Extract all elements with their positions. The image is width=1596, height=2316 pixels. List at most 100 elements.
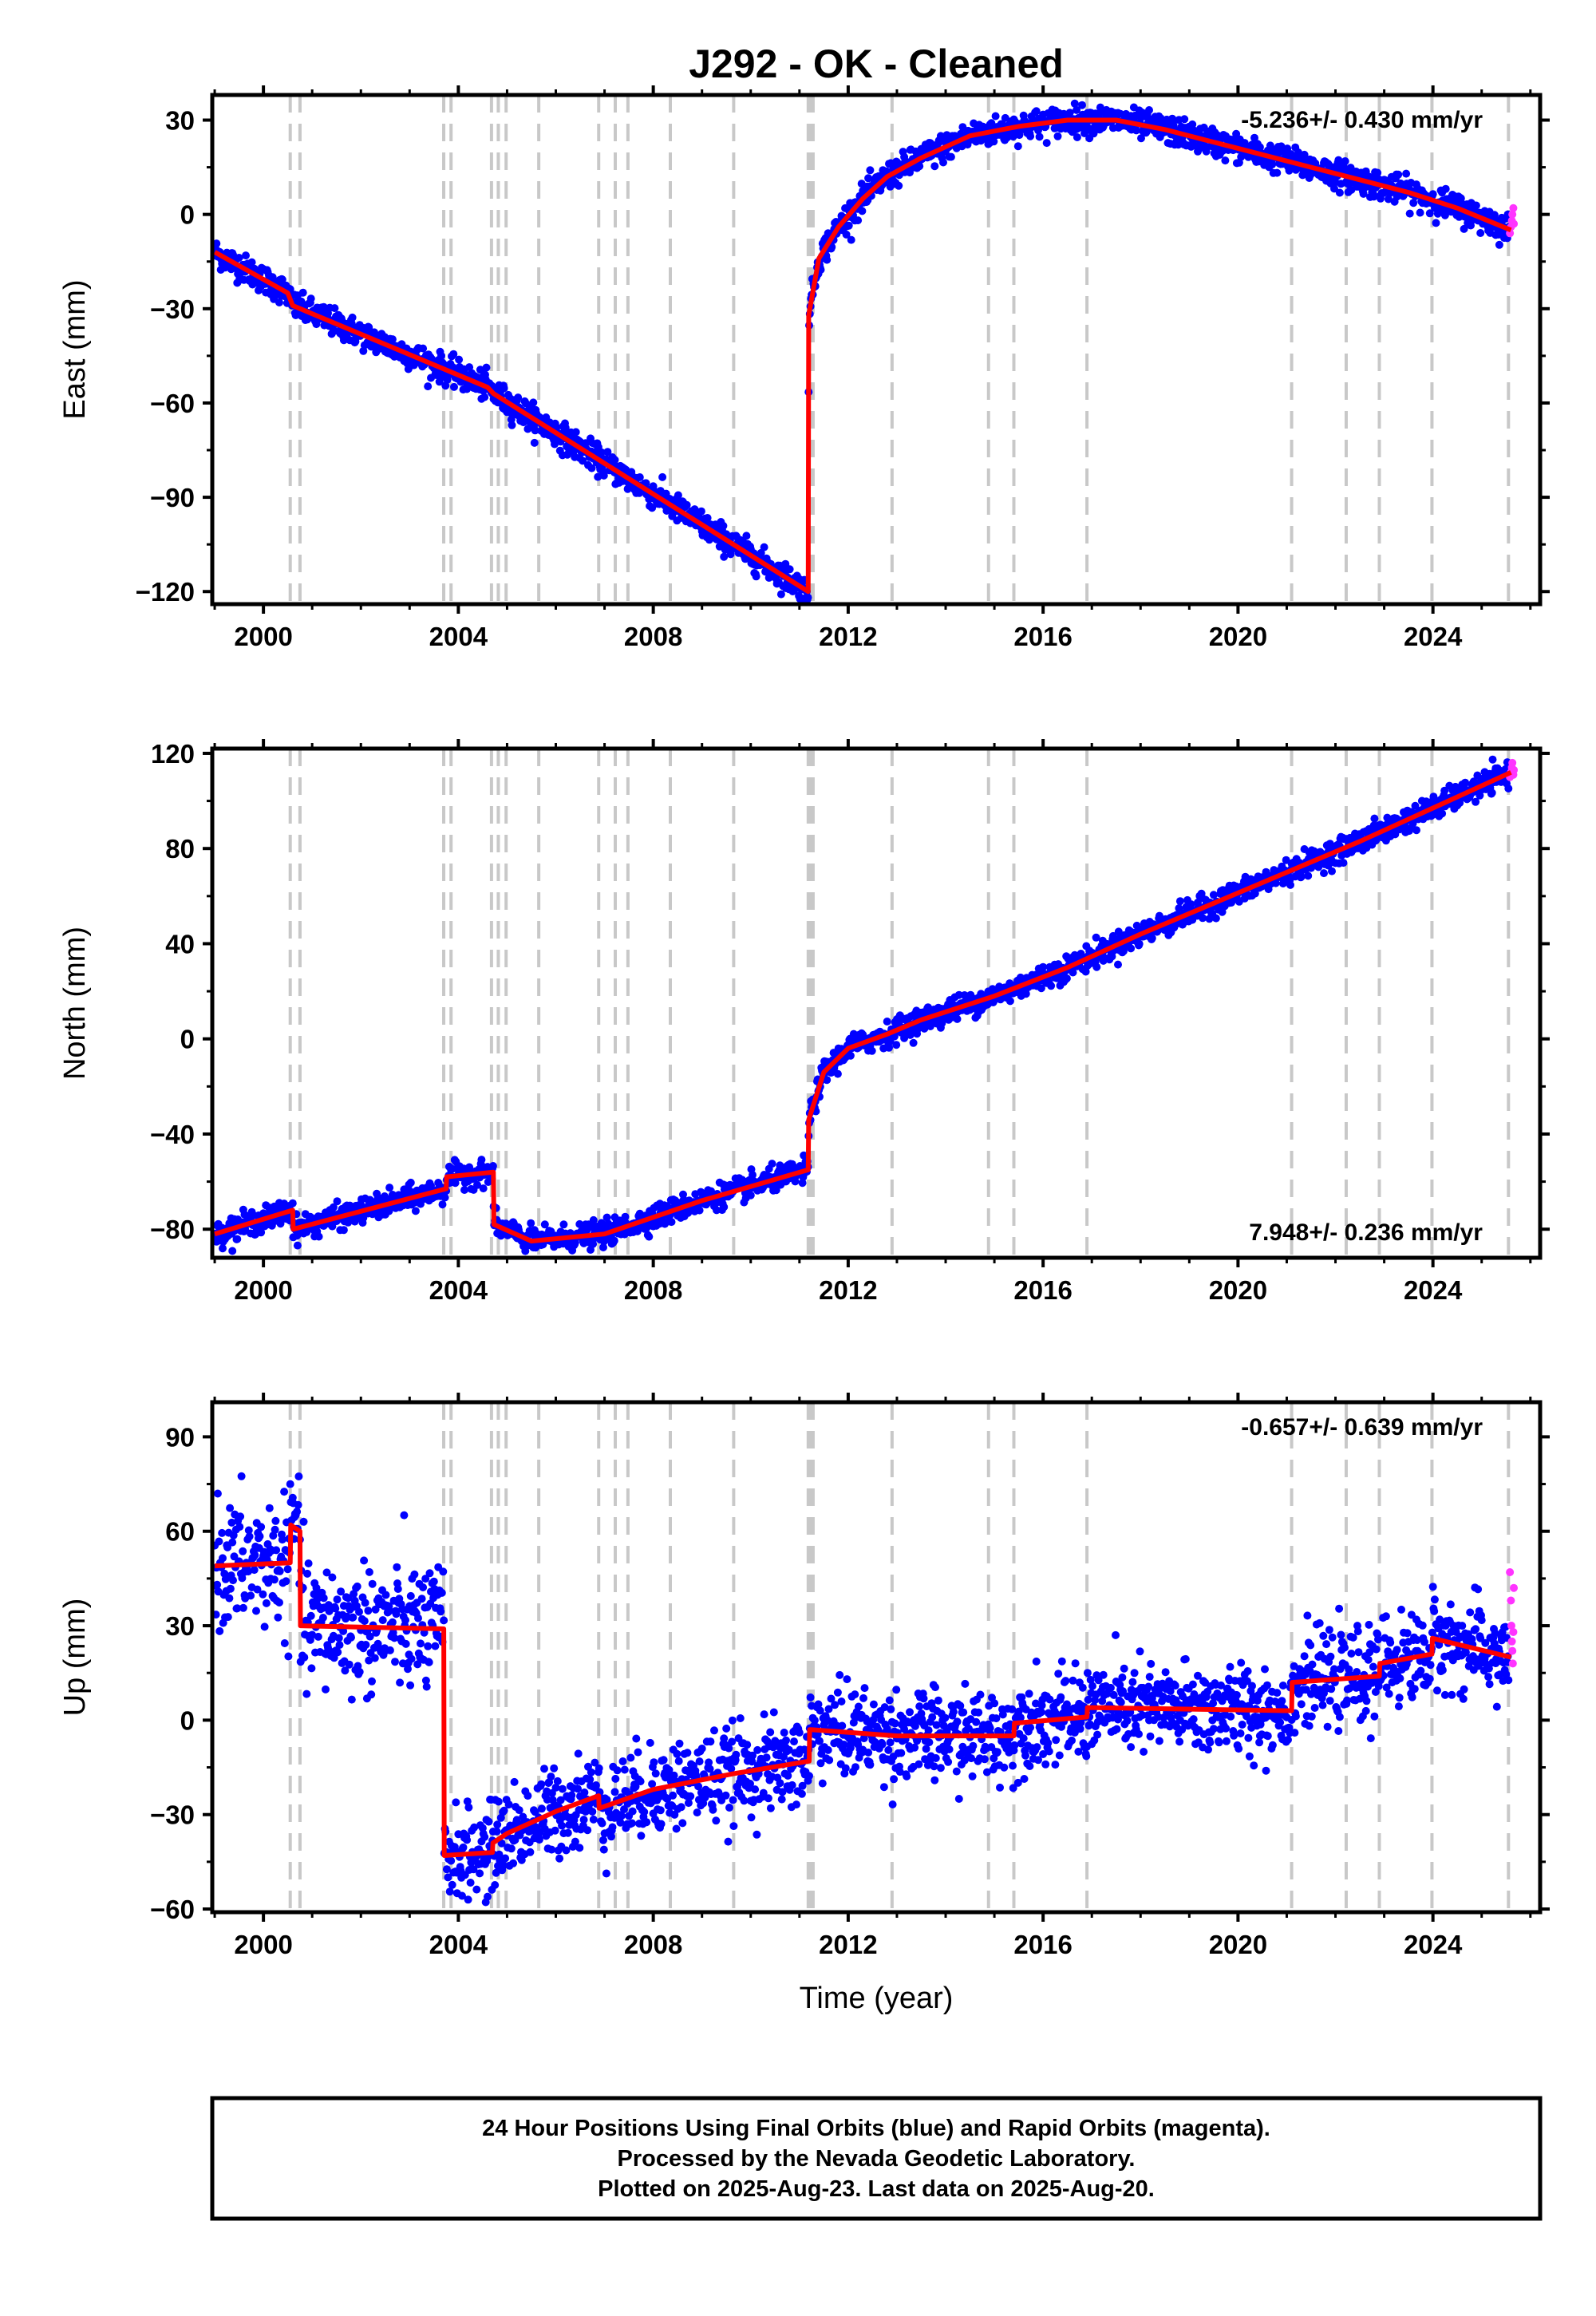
data-point	[333, 1197, 342, 1206]
data-point	[1145, 106, 1153, 114]
y-tick-label: 40	[165, 929, 195, 958]
data-point	[658, 472, 667, 481]
data-point	[385, 1184, 394, 1192]
data-point	[355, 1667, 364, 1676]
data-point	[417, 1595, 426, 1603]
data-point	[225, 1594, 234, 1603]
data-point	[559, 1220, 568, 1229]
data-point	[247, 1591, 255, 1600]
data-point	[385, 1646, 394, 1654]
data-point	[250, 1566, 259, 1575]
data-point	[274, 1613, 282, 1622]
data-point	[442, 1865, 451, 1874]
data-point	[365, 1567, 373, 1576]
rapid-point	[1509, 204, 1518, 212]
x-tick-label: 2024	[1404, 1275, 1463, 1305]
data-point	[244, 1567, 252, 1576]
data-point	[390, 1634, 399, 1642]
data-point	[603, 448, 612, 456]
rapid-point	[1510, 765, 1519, 774]
data-point	[1341, 157, 1349, 165]
data-point	[329, 1203, 338, 1211]
data-point	[1373, 168, 1382, 177]
data-point	[883, 1018, 891, 1026]
data-point	[235, 254, 243, 262]
data-point	[306, 294, 315, 303]
data-point	[464, 1895, 472, 1904]
data-point	[365, 1632, 374, 1641]
data-point	[757, 548, 765, 557]
data-point	[844, 221, 853, 230]
data-point	[306, 1611, 315, 1620]
y-tick-label: −120	[136, 577, 195, 607]
plot-frame	[210, 746, 1543, 1260]
data-point	[458, 1891, 466, 1900]
data-point	[776, 590, 785, 599]
data-point	[328, 1573, 337, 1582]
plot-frame	[210, 93, 1543, 607]
data-point	[411, 1207, 420, 1215]
data-point	[219, 1554, 227, 1563]
data-point	[1039, 962, 1048, 971]
data-point	[275, 298, 283, 306]
data-point	[1034, 126, 1042, 135]
data-point	[1268, 160, 1277, 169]
data-point	[242, 251, 250, 260]
data-point	[425, 1569, 434, 1578]
data-point	[367, 1690, 376, 1699]
data-point	[1005, 997, 1014, 1006]
data-point	[247, 258, 256, 267]
data-point	[470, 1823, 479, 1832]
data-point	[1487, 788, 1496, 797]
data-point	[229, 1576, 237, 1585]
data-point	[785, 565, 794, 574]
data-point	[1032, 107, 1041, 116]
data-point	[742, 532, 751, 540]
data-point	[213, 1489, 222, 1498]
data-point	[1488, 755, 1497, 764]
y-tick-label: −80	[150, 1215, 195, 1244]
chart-title: J292 - OK - Cleaned	[689, 41, 1064, 86]
data-point	[1013, 142, 1022, 151]
x-tick-label: 2012	[819, 1275, 877, 1305]
data-point	[228, 1538, 237, 1547]
north-rate-label: 7.948+/- 0.236 mm/yr	[1249, 1219, 1483, 1246]
x-tick-label: 2016	[1013, 622, 1072, 651]
data-point	[551, 440, 559, 449]
data-point	[347, 1633, 355, 1642]
data-point	[449, 350, 458, 358]
x-tick-label: 2000	[234, 1275, 292, 1305]
y-tick-label: 120	[151, 739, 195, 769]
east-rapid-points	[1506, 204, 1519, 238]
data-point	[1304, 871, 1313, 880]
data-point	[1132, 126, 1140, 135]
data-point	[401, 1616, 409, 1624]
data-point	[244, 1526, 253, 1535]
data-point	[466, 1879, 475, 1887]
data-point	[353, 1582, 361, 1591]
data-point	[648, 504, 657, 512]
data-point	[697, 507, 705, 516]
data-point	[440, 1616, 448, 1625]
data-point	[298, 288, 307, 297]
data-point	[1314, 863, 1323, 871]
data-point	[213, 1580, 222, 1589]
data-point	[293, 1508, 302, 1516]
data-point	[322, 1685, 330, 1694]
data-point	[368, 1579, 377, 1588]
data-point	[1330, 184, 1338, 193]
data-point	[429, 1577, 438, 1586]
data-point	[667, 1218, 676, 1227]
data-point	[460, 1186, 468, 1194]
data-point	[1359, 189, 1368, 198]
data-point	[314, 1632, 322, 1641]
data-point	[477, 1156, 486, 1164]
data-point	[299, 1517, 308, 1526]
data-point	[527, 1219, 535, 1227]
data-point	[599, 471, 608, 480]
data-point	[1221, 156, 1230, 165]
y-tick-label: 80	[165, 834, 195, 864]
north-final-points	[212, 755, 1513, 1255]
